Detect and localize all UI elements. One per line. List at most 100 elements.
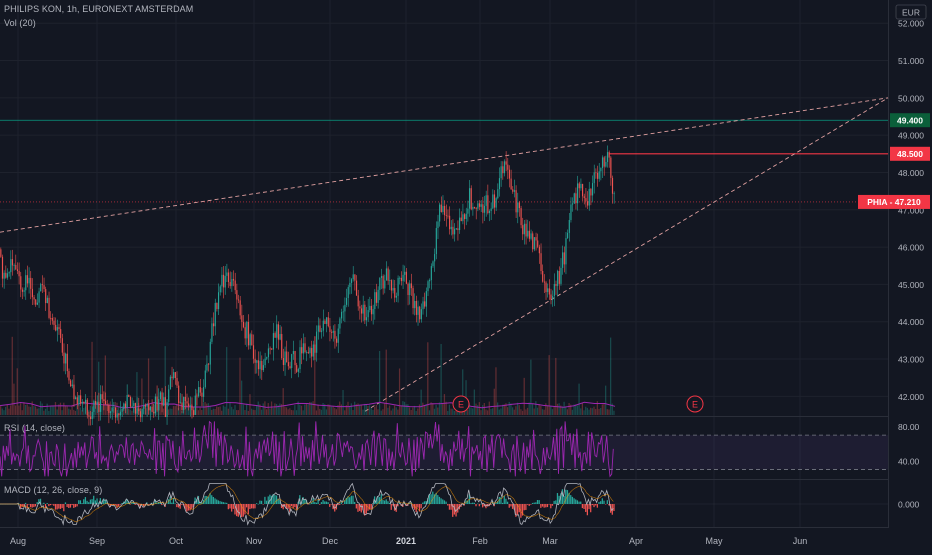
macd-hist-bar: [340, 502, 343, 504]
macd-hist-bar: [445, 501, 447, 504]
candle-body: [168, 389, 170, 402]
volume-bar: [98, 361, 100, 415]
volume-ma-line: [0, 401, 616, 409]
volume-bar: [508, 401, 510, 415]
volume-bar: [430, 402, 432, 415]
candle-body: [369, 305, 371, 311]
candle-body: [232, 279, 235, 281]
macd-hist-bar: [39, 498, 42, 504]
macd-hist-bar: [538, 500, 540, 504]
volume-bar: [571, 409, 574, 415]
candle-body: [40, 284, 42, 292]
volume-bar: [257, 401, 259, 415]
volume-bar: [383, 403, 386, 415]
candle-body: [307, 352, 309, 354]
candle-body: [349, 282, 351, 288]
volume-bar: [284, 406, 286, 415]
volume-bar: [510, 403, 512, 415]
volume-bar: [123, 407, 125, 415]
time-tick-4: Dec: [322, 536, 339, 546]
candle-body: [121, 408, 123, 412]
macd-hist-bar: [575, 499, 577, 504]
candle-body: [286, 351, 288, 363]
macd-hist-bar: [267, 496, 269, 504]
macd-hist-bar: [19, 504, 22, 509]
macd-hist-bar: [212, 496, 215, 504]
candle-body: [412, 288, 414, 309]
candle-body: [583, 196, 585, 199]
macd-hist-bar: [96, 498, 98, 504]
volume-bar: [453, 410, 456, 415]
macd-hist-bar: [265, 500, 268, 504]
volume-bar: [480, 410, 482, 415]
volume-bar: [216, 406, 218, 415]
volume-bar: [485, 409, 487, 415]
candle-body: [78, 395, 80, 405]
volume-bar: [498, 409, 500, 415]
volume-bar: [274, 403, 276, 415]
candle-body: [21, 289, 24, 292]
candle-body: [194, 395, 196, 415]
volume-bar: [221, 410, 223, 415]
volume-bar: [199, 407, 201, 415]
rsi-line: [0, 420, 614, 478]
volume-bar: [613, 410, 615, 415]
macd-hist-bar: [174, 503, 176, 504]
candle-body: [213, 323, 215, 327]
candle-body: [94, 401, 97, 405]
volume-bar: [561, 406, 564, 415]
candle-body: [611, 177, 614, 194]
macd-hist-bar: [516, 504, 519, 515]
volume-bar: [81, 410, 83, 415]
candle-body: [15, 265, 17, 270]
macd-hist-bar: [383, 500, 386, 504]
candle-body: [442, 205, 444, 213]
candle-body: [261, 360, 263, 371]
macd-hist-bar: [246, 504, 248, 508]
candle-body: [507, 164, 509, 170]
candle-body: [266, 357, 268, 359]
candle-body: [274, 333, 276, 338]
candle-body: [455, 228, 457, 230]
volume-bar: [76, 403, 78, 415]
candle-body: [540, 253, 542, 271]
candle-body: [337, 328, 339, 343]
candle-body: [282, 358, 284, 365]
macd-hist-bar: [413, 504, 416, 510]
candle-body: [542, 270, 544, 282]
candle-body: [573, 193, 575, 204]
candle-body: [347, 287, 349, 298]
candle-body: [302, 343, 304, 354]
volume-bar: [43, 410, 45, 415]
macd-hist-bar: [307, 504, 309, 505]
candle-body: [251, 334, 253, 346]
candle-body: [51, 317, 53, 321]
macd-hist-bar: [510, 504, 512, 507]
volume-bar: [576, 405, 579, 415]
candle-body: [467, 208, 469, 214]
macd-hist-bar: [598, 502, 600, 504]
candle-body: [61, 338, 63, 353]
volume-bar: [141, 378, 143, 415]
candle-body: [430, 266, 432, 281]
volume-bar: [104, 355, 106, 415]
price-tick-6: 46.000: [898, 243, 924, 253]
macd-hist-bar: [181, 504, 183, 505]
macd-hist-bar: [93, 495, 95, 504]
macd-hist-bar: [392, 504, 394, 506]
volume-bar: [275, 403, 278, 415]
candle-body: [289, 366, 291, 368]
candle-body: [174, 372, 176, 379]
volume-bar: [516, 402, 519, 415]
macd-hist-bar: [104, 500, 106, 504]
candle-body: [613, 193, 615, 195]
candle-body: [528, 230, 530, 239]
volume-bar: [0, 406, 2, 415]
macd-hist-bar: [161, 504, 163, 506]
candle-body: [134, 403, 137, 414]
volume-bar: [116, 402, 118, 415]
time-tick-9: May: [705, 536, 723, 546]
candle-body: [259, 360, 261, 370]
